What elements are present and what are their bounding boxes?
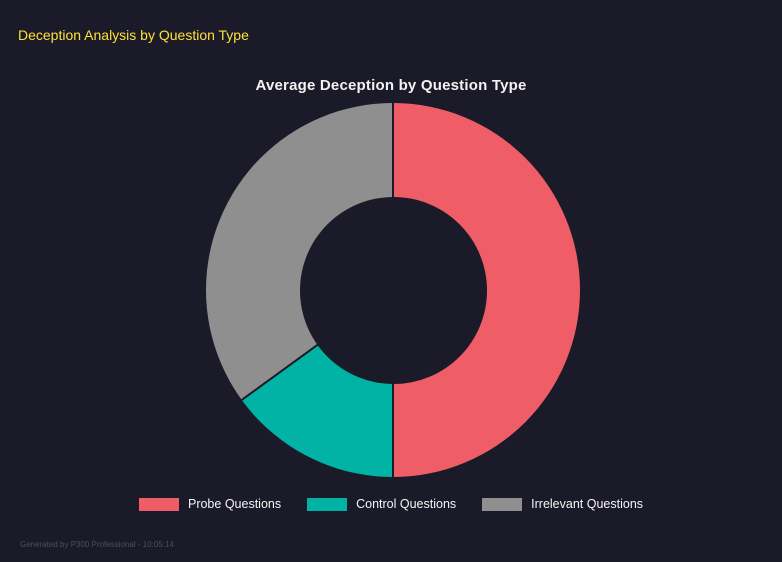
donut-hole bbox=[299, 196, 487, 384]
legend-item-control[interactable]: Control Questions bbox=[307, 497, 456, 511]
legend-swatch-control bbox=[307, 497, 348, 511]
chart-title: Average Deception by Question Type bbox=[255, 77, 527, 94]
legend-item-irrelevant[interactable]: Irrelevant Questions bbox=[482, 497, 643, 511]
chart-legend: Probe Questions Control Questions Irrele… bbox=[0, 497, 782, 511]
donut-chart bbox=[206, 103, 580, 477]
legend-swatch-irrelevant bbox=[482, 497, 523, 511]
legend-label-probe: Probe Questions bbox=[187, 497, 282, 511]
legend-item-probe[interactable]: Probe Questions bbox=[138, 497, 282, 511]
legend-label-control: Control Questions bbox=[356, 497, 457, 511]
page-title: Deception Analysis by Question Type bbox=[18, 27, 249, 43]
footer-text: Generated by P300 Professional - 10:05:1… bbox=[20, 540, 174, 549]
legend-swatch-probe bbox=[138, 497, 179, 511]
legend-label-irrelevant: Irrelevant Questions bbox=[531, 497, 644, 511]
